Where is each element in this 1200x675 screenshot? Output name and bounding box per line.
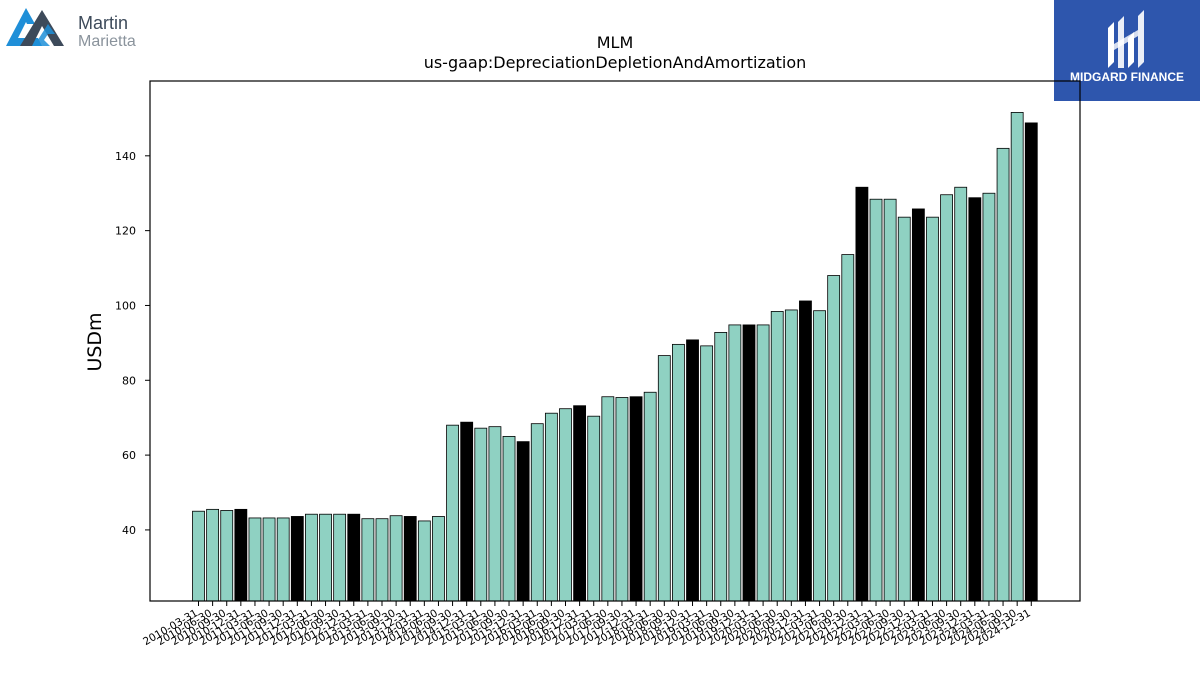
brand-right-label: MIDGARD FINANCE: [1070, 70, 1184, 84]
bar-2010-09-30: [220, 510, 234, 602]
bar-2020-12-31: [799, 300, 812, 602]
bar-2012-03-31: [305, 513, 318, 602]
bar-2023-09-30: [954, 186, 968, 602]
bars-group: [192, 112, 1038, 602]
bar-2016-03-31: [530, 423, 544, 602]
bar-2012-09-30: [333, 513, 347, 602]
bar-2015-09-30: [502, 435, 516, 602]
bar-2022-12-31: [911, 208, 925, 602]
bar-2018-06-30: [657, 355, 671, 602]
bar-2016-12-31: [573, 405, 587, 602]
midgard-logo-background: [1054, 0, 1200, 101]
chart-subtitle: us-gaap:DepreciationDepletionAndAmortiza…: [424, 53, 807, 72]
bar-2020-09-30: [784, 309, 798, 602]
y-tick-label-120: 120: [115, 225, 136, 238]
bar-2024-12-31: [1024, 122, 1038, 602]
bar-2018-12-31: [686, 339, 699, 602]
bar-2017-12-31: [629, 396, 643, 602]
bar-2013-12-31: [403, 516, 417, 602]
bar-2016-06-30: [544, 412, 558, 602]
bar-2014-03-31: [417, 520, 431, 602]
brand-left-line1: Martin: [78, 13, 128, 33]
brand-left-line2: Marietta: [78, 33, 136, 50]
plot-frame: [149, 80, 1081, 602]
bar-2019-03-31: [700, 345, 714, 602]
bar-2013-03-31: [361, 518, 375, 602]
bar-2015-12-31: [516, 441, 530, 602]
bar-2021-09-30: [841, 254, 855, 602]
bar-2021-12-31: [855, 186, 869, 602]
bar-2022-03-31: [869, 198, 883, 602]
bar-2011-03-31: [248, 517, 262, 602]
y-tick-label-80: 80: [122, 374, 136, 387]
bar-2014-06-30: [432, 516, 445, 602]
x-axis: 2010-03-312010-06-302010-09-302010-12-31…: [141, 601, 1033, 648]
bar-2019-09-30: [728, 324, 742, 602]
bar-2019-06-30: [714, 331, 728, 602]
bar-2016-09-30: [559, 408, 572, 602]
bar-2017-06-30: [601, 396, 615, 602]
bar-2018-09-30: [672, 343, 685, 602]
bar-2014-12-31: [460, 421, 474, 602]
chart-title: MLM: [597, 33, 634, 52]
bar-2022-09-30: [897, 216, 911, 602]
bar-2019-12-31: [742, 324, 756, 602]
bar-2021-06-30: [827, 275, 841, 602]
bar-2022-06-30: [883, 198, 897, 602]
bar-2023-03-31: [926, 216, 939, 602]
y-tick-label-60: 60: [122, 449, 136, 462]
bar-2017-03-31: [587, 415, 601, 602]
bar-2017-09-30: [615, 397, 629, 602]
y-tick-label-140: 140: [115, 150, 136, 163]
y-axis: 40 60 80 100 120 140: [115, 150, 150, 537]
bar-2011-06-30: [262, 517, 276, 602]
bar-2011-09-30: [276, 517, 290, 602]
bar-2011-12-31: [290, 516, 304, 602]
bar-2023-06-30: [940, 194, 953, 602]
y-tick-label-40: 40: [122, 524, 136, 537]
y-tick-label-100: 100: [115, 299, 136, 312]
bar-2024-03-31: [982, 192, 996, 602]
bar-2013-06-30: [375, 518, 389, 602]
y-axis-label: USDm: [84, 312, 106, 371]
bar-2020-06-30: [770, 311, 784, 602]
bar-2014-09-30: [446, 424, 459, 602]
bar-2015-03-31: [474, 427, 488, 602]
bar-2010-06-30: [206, 508, 220, 602]
midgard-finance-logo: MIDGARD FINANCE: [1054, 0, 1200, 101]
bar-2010-03-31: [192, 510, 205, 602]
bar-2021-03-31: [813, 310, 826, 602]
bar-2015-06-30: [488, 426, 502, 602]
bar-2010-12-31: [234, 508, 248, 602]
bar-2020-03-31: [756, 324, 770, 602]
mountain-logo-icon: Martin Marietta: [6, 8, 136, 50]
bar-2012-06-30: [319, 513, 332, 602]
bar-2013-09-30: [389, 515, 403, 602]
bar-2018-03-31: [643, 391, 657, 602]
bar-2023-12-31: [968, 197, 982, 602]
midgard-emblem-icon: [1108, 10, 1144, 68]
bar-2024-06-30: [996, 147, 1010, 602]
bar-2024-09-30: [1010, 112, 1024, 602]
bar-2012-12-31: [347, 513, 361, 602]
martin-marietta-logo: Martin Marietta: [4, 4, 164, 52]
